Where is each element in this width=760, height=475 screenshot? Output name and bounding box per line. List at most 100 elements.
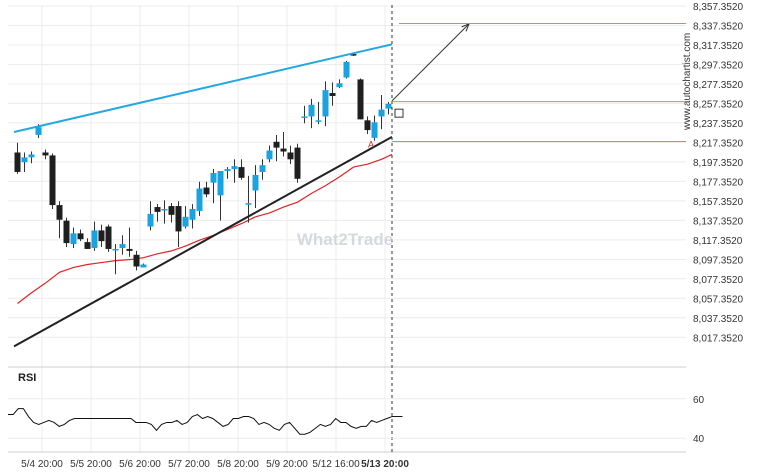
candle-up [371,122,378,138]
candle-up [28,154,35,158]
candle-down [175,206,182,232]
x-tick-label: 5/9 20:00 [266,459,308,470]
y-tick-label: 8,037.3520 [693,314,743,325]
y-tick-label: 8,157.3520 [693,197,743,208]
x-tick-label: 5/4 20:00 [21,459,63,470]
candle-up [378,109,385,117]
candle-down [329,93,336,96]
y-tick-label: 8,177.3520 [693,177,743,188]
y-tick-label: 8,077.3520 [693,275,743,286]
candle-down [357,79,364,120]
candle-up [91,230,98,248]
candle-up [336,83,343,88]
rsi-line [8,408,393,435]
y-tick-label: 8,337.3520 [693,21,743,32]
rsi-tick-label: 40 [693,434,705,445]
candle-up [385,103,392,109]
candle-up [231,166,238,170]
candle-up [189,208,196,220]
y-tick-label: 8,317.3520 [693,41,743,52]
candle-up [252,174,259,191]
candle-down [350,54,357,56]
y-tick-label: 8,257.3520 [693,99,743,110]
candle-up [119,244,126,248]
candle-up [147,213,154,227]
candle-up [343,61,350,78]
candle-up [224,169,231,171]
candle-up [259,165,266,172]
candle-up [315,120,322,122]
candle-down [49,155,56,206]
x-axis: 5/4 20:00 5/5 20:00 5/6 20:00 5/7 20:00 5/8 … [21,459,409,470]
candle-up [35,127,42,135]
candle-down [126,248,133,251]
support-line [13,136,393,348]
candle-up [21,157,28,163]
resistance-line [13,43,393,133]
candle-up [266,150,273,160]
candle-down [98,230,105,242]
site-credit: www.autochartist.com [682,33,693,131]
y-tick-label: 8,117.3520 [693,236,743,247]
y-tick-label: 8,137.3520 [693,216,743,227]
y-tick-label: 8,197.3520 [693,158,743,169]
candle-down [238,167,245,178]
candle-up [217,170,224,196]
y-tick-label: 8,097.3520 [693,255,743,266]
candle-down [294,147,301,179]
candle-up [140,264,147,268]
candle-down [273,141,280,148]
candle-up [112,248,119,251]
y-tick-label: 8,057.3520 [693,294,743,305]
candle-down [56,205,63,220]
candle-up [182,216,189,227]
candle-down [168,206,175,215]
y-tick-label: 8,217.3520 [693,138,743,149]
y-tick-label: 8,357.3520 [693,2,743,13]
levels-layer: A [368,23,686,150]
rsi-tick-label: 60 [693,395,705,406]
rsi-panel: 60 40 [8,395,705,445]
candle-down [154,207,161,212]
candle-down [133,254,140,267]
x-tick-label: 5/5 20:00 [70,459,112,470]
y-tick-label: 8,017.3520 [693,333,743,344]
x-tick-label: 5/6 20:00 [119,459,161,470]
candle-up [70,233,77,245]
x-tick-label: 5/13 20:00 [361,459,409,470]
chart-grid [8,5,686,453]
y-axis: 8,357.3520 8,337.3520 8,317.3520 8,297.3520… [693,2,743,344]
candle-up [308,104,315,117]
candle-down [203,187,210,195]
candle-down [105,226,112,249]
candle-down [287,152,294,160]
pattern-marker-label: A [368,140,374,150]
y-tick-label: 8,237.3520 [693,119,743,130]
watermark: What2Trade [297,230,393,249]
trend-lines-layer [13,5,470,455]
candle-up [301,116,308,118]
candle-down [77,233,84,240]
projection-arrow-line [391,23,470,102]
candle-down [63,220,70,244]
candle-up [210,172,217,183]
candle-down [280,148,287,152]
x-tick-label: 5/8 20:00 [217,459,259,470]
candle-up [196,188,203,211]
candle-up [161,208,168,211]
moving-average-layer [17,153,393,304]
candles-layer [14,53,392,275]
y-tick-label: 8,277.3520 [693,80,743,91]
target-box [394,108,404,118]
x-tick-label: 5/12 16:00 [312,459,360,470]
candle-down [84,242,91,249]
y-tick-label: 8,297.3520 [693,60,743,71]
candle-up [245,203,252,205]
candle-down [42,152,49,156]
candle-down [14,152,21,172]
moving-average-line [17,153,393,304]
candle-up [322,90,329,117]
x-tick-label: 5/7 20:00 [168,459,210,470]
candle-down [364,120,371,131]
